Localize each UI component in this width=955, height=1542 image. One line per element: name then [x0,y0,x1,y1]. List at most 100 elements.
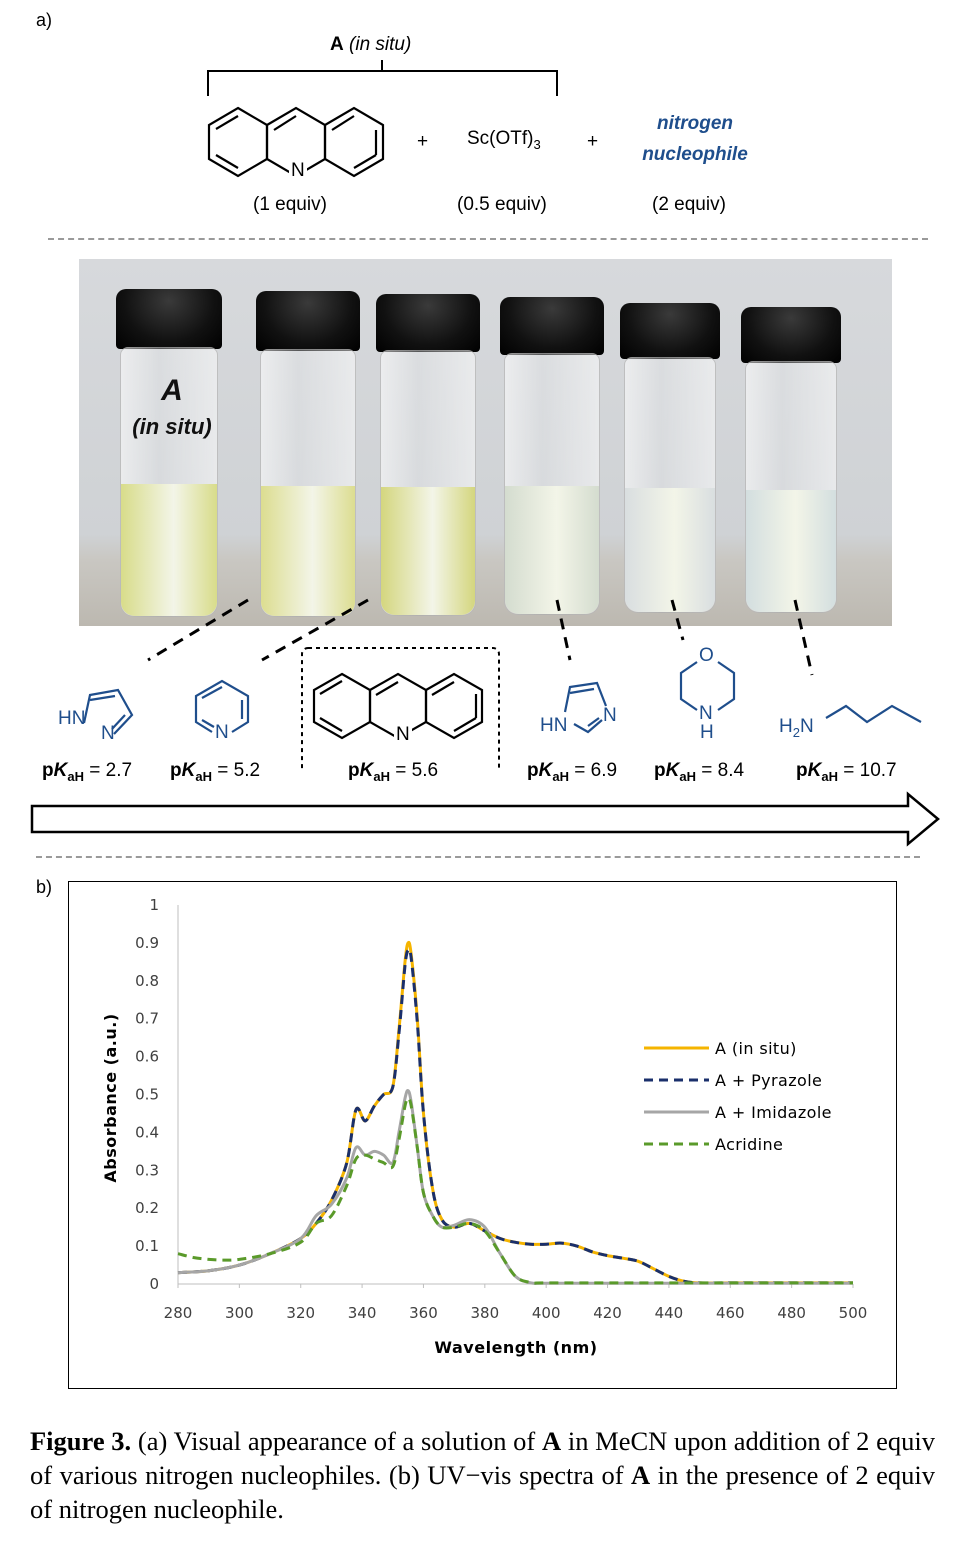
vial-4 [500,297,604,619]
legend-label-2: A + Pyrazole [715,1071,822,1090]
pyrazole-hn: HN [58,708,86,729]
vial-label-in-situ: (in situ) [132,414,212,439]
series-line-4 [177,1096,853,1285]
vial-cap [741,307,841,363]
x-tick-label: 480 [777,1304,806,1322]
bracket-label: A (in situ) [330,34,411,56]
connector-1 [147,598,249,662]
pka-label-imidazole: pKaH = 6.9 [527,760,617,784]
pka-sub: aH [821,768,838,784]
plus-sign-2: + [587,131,599,152]
pka-label-butylamine: pKaH = 10.7 [796,760,897,784]
connector-2 [261,598,369,662]
caption-figure-number: Figure 3. [30,1426,132,1456]
pka-k: K [807,760,822,781]
pka-p: p [654,760,666,781]
vial-1 [116,289,222,619]
vial-connectors [147,598,814,676]
panel-b-label: b) [36,877,53,897]
vial-5 [620,303,720,619]
x-tick-label: 400 [532,1304,561,1322]
uv-vis-chart: 0 0.1 0.2 0.3 0.4 0.5 0.6 0.7 0.8 0.9 1 280 300 320 34… [101,896,868,1357]
y-tick-label: 0 [149,1275,159,1293]
pka-k: K [53,760,68,781]
butylamine-h2n: H2N [779,716,814,740]
caption-compound-a-1: A [541,1426,562,1456]
pyrazole-structure [82,688,134,735]
x-axis-label: Wavelength (nm) [434,1338,597,1357]
caption-text-1: (a) Visual appearance of a solution of [131,1426,542,1456]
pka-label-pyrazole: pKaH = 2.7 [42,760,132,784]
connector-5 [793,599,814,676]
vial-label-a: A [161,374,183,407]
acridine-n-atom: N [289,160,307,182]
pka-label-morpholine: pKaH = 8.4 [654,760,744,784]
x-tick-label: 460 [716,1304,745,1322]
vial-glass [745,361,837,613]
x-tick-label: 440 [655,1304,684,1322]
pka-k: K [359,760,374,781]
vial-cap [116,289,222,349]
pyrazole-n: N [101,723,115,744]
vial-liquid [261,486,355,616]
x-tick-label: 500 [839,1304,868,1322]
morpholine-structure [679,661,736,711]
caption-text-2: in MeCN upon addition of 2 equiv of vari… [30,1426,935,1490]
caption-text-3: in the presence of 2 equiv of nitrogen n… [30,1460,935,1524]
vial-glass [504,353,600,615]
pka-label-acridine: pKaH = 5.6 [348,760,438,784]
pka-arrow [30,791,940,847]
vial-cap [500,297,604,355]
morpholine-o: O [699,645,714,666]
pyridine-structure [194,679,250,733]
connector-3 [555,599,572,661]
pka-p: p [348,760,360,781]
sc-equiv: (0.5 equiv) [457,194,547,215]
morpholine-h: H [700,722,714,743]
sc-otf-subscript: 3 [533,136,541,152]
pka-sub: aH [373,768,390,784]
acridine-structure [207,106,385,178]
pka-value: = 5.6 [389,760,439,781]
legend-label-4: Acridine [715,1135,783,1154]
nucleophile-label-line2: nucleophile [642,144,748,165]
pka-value: = 2.7 [83,760,133,781]
vial-liquid [505,486,599,614]
vial-liquid [121,484,217,616]
pka-k: K [538,760,553,781]
vial-glass [260,349,356,617]
x-tick-label: 280 [164,1304,193,1322]
chart-frame [68,881,897,1389]
pka-sub: aH [552,768,569,784]
vial-glass [624,357,716,613]
vial-glass [120,347,218,617]
acridine-equiv: (1 equiv) [253,194,327,215]
plus-sign-1: + [417,131,429,152]
x-tick-label: 360 [409,1304,438,1322]
pka-sub: aH [679,768,696,784]
pka-k: K [181,760,196,781]
sc-otf-text: Sc(OTf) [467,128,534,149]
pka-sub: aH [67,768,84,784]
y-tick-label: 0.1 [135,1237,159,1255]
pyridine-n: N [215,722,229,743]
y-tick-label: 0.9 [135,934,159,952]
divider-top [48,238,928,240]
bracket [207,60,558,96]
caption-compound-a-2: A [631,1460,651,1490]
pka-value: = 10.7 [837,760,897,781]
chart-series [177,940,853,1285]
butylamine-structure [825,704,922,724]
nucleophile-label-line1: nitrogen [657,113,733,134]
y-tick-label: 1 [149,896,159,914]
pka-label-pyridine: pKaH = 5.2 [170,760,260,784]
pka-k: K [665,760,680,781]
acridine-box-n: N [394,724,412,746]
vial-liquid [746,490,836,612]
bracket-label-italic: (in situ) [349,34,412,55]
pka-p: p [42,760,54,781]
butylamine-h: H [779,716,793,737]
pka-value: = 8.4 [695,760,745,781]
vial-glass [380,350,476,616]
vial-cap [620,303,720,359]
